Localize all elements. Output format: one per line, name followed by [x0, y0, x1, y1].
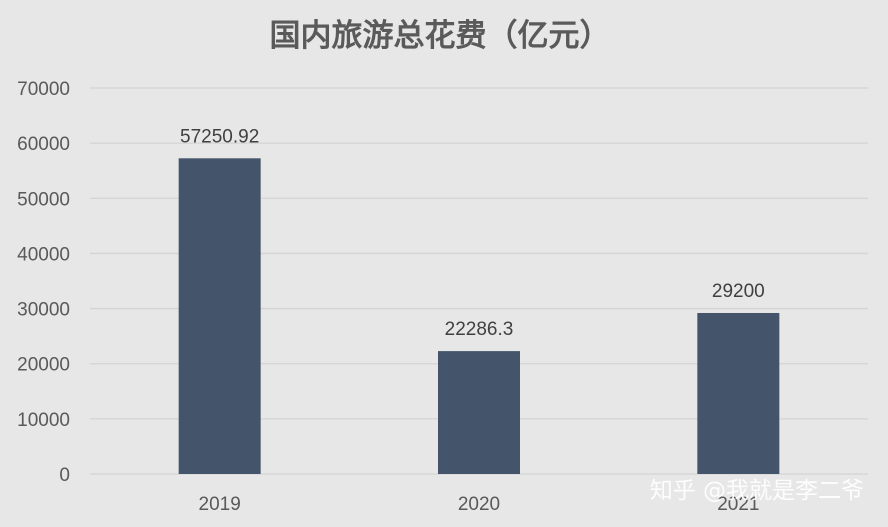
x-tick-label: 2020 [458, 494, 500, 515]
y-tick-label: 20000 [17, 355, 70, 376]
data-label: 22286.3 [445, 319, 514, 340]
bar-2019 [178, 158, 261, 474]
y-axis-ticks: 0 10000 20000 30000 40000 50000 60000 70000 [17, 79, 70, 486]
x-axis-ticks: 2019 2020 2021 [199, 494, 760, 515]
bars [178, 158, 780, 474]
x-tick-label: 2021 [717, 494, 759, 515]
bar-2021 [697, 312, 780, 474]
data-labels: 57250.92 22286.3 29200 [180, 126, 765, 340]
chart-title: 国内旅游总花费（亿元） [270, 18, 611, 54]
y-tick-label: 30000 [17, 300, 70, 321]
y-tick-label: 60000 [17, 134, 70, 155]
bar-2020 [438, 351, 520, 474]
data-label: 57250.92 [180, 126, 259, 147]
y-tick-label: 70000 [17, 79, 70, 100]
data-label: 29200 [712, 281, 765, 302]
y-tick-label: 50000 [17, 189, 70, 210]
y-tick-label: 40000 [17, 244, 70, 265]
x-tick-label: 2019 [199, 494, 241, 515]
y-tick-label: 10000 [17, 410, 70, 431]
watermark: 知乎 @我就是李二爷 [650, 478, 864, 504]
y-tick-label: 0 [59, 465, 70, 486]
